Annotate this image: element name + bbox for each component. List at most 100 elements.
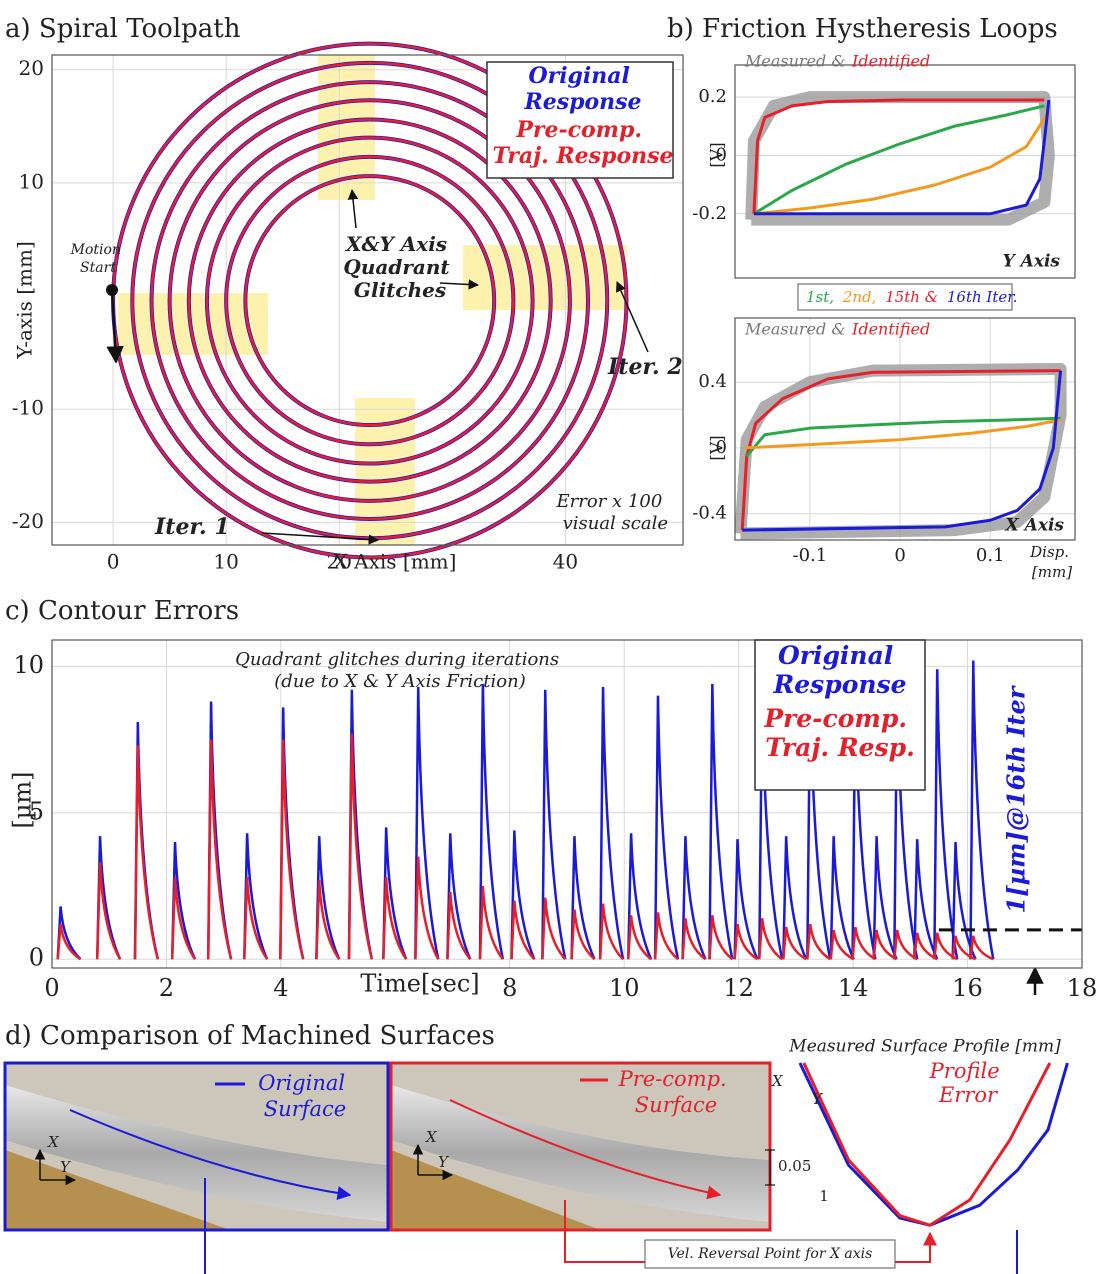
x-tick-label: 2 xyxy=(159,974,174,1002)
annotation: Measured & xyxy=(744,52,846,71)
y-tick-label: 20 xyxy=(19,56,44,80)
legend-entry: Pre-comp. Traj. Response xyxy=(493,117,674,169)
note-box xyxy=(644,1239,896,1269)
y-tick-label: 0 xyxy=(716,144,727,165)
legend-box xyxy=(486,61,674,179)
x-tick-label: 10 xyxy=(213,550,238,574)
annotation: 1[µm]@16th Iter xyxy=(1002,684,1031,913)
error-spike xyxy=(872,929,898,961)
error-spike xyxy=(782,926,807,961)
y-tick-label: 0.4 xyxy=(698,371,727,392)
annotation: X&Y Axis Quadrant Glitches xyxy=(343,232,456,302)
toolpath-ring xyxy=(168,99,572,503)
x-tick-label: 14 xyxy=(838,974,869,1002)
series-line xyxy=(744,418,1061,450)
error-spike xyxy=(170,877,197,960)
error-spike xyxy=(829,836,855,960)
x-tick-label: 4 xyxy=(273,974,288,1002)
y-axis-label: Y-axis [mm] xyxy=(13,241,37,360)
photo-label: Pre-comp. Surface xyxy=(618,1067,734,1117)
x-tick-label: 0 xyxy=(894,545,905,566)
x-tick-label: 40 xyxy=(553,550,578,574)
error-spike xyxy=(758,918,783,961)
series-line xyxy=(753,99,1051,216)
legend-entry: Original Response xyxy=(772,641,906,699)
error-spike xyxy=(626,833,653,960)
y-tick-label: -20 xyxy=(12,509,44,533)
x-axis-label: Time[sec] xyxy=(360,970,479,998)
error-spike xyxy=(170,842,197,960)
error-spike xyxy=(541,897,567,961)
x-tick-label: 0 xyxy=(107,550,120,574)
error-spike xyxy=(733,839,759,960)
error-spike xyxy=(315,880,341,960)
legend-entry: 15th & xyxy=(885,288,938,306)
toolpath-ring xyxy=(224,155,515,446)
error-spike xyxy=(681,836,707,960)
error-spike xyxy=(951,935,977,961)
error-spike xyxy=(243,833,269,960)
toolpath-ring xyxy=(150,80,590,521)
annotation: Identified xyxy=(851,52,930,71)
legend-box xyxy=(754,639,926,791)
error-spike xyxy=(969,660,995,960)
panel-title: c) Contour Errors xyxy=(5,596,239,626)
error-spike xyxy=(708,915,734,961)
y-tick-label: 0 xyxy=(716,437,727,458)
annotation: Profile Error xyxy=(929,1059,1007,1107)
series-line xyxy=(745,416,1061,458)
error-spike xyxy=(478,683,505,960)
photo-precomp xyxy=(389,1061,772,1232)
legend-entry: 1st, xyxy=(806,288,834,306)
panel-title: a) Spiral Toolpath xyxy=(5,14,241,44)
annotation: Y Axis xyxy=(1003,252,1061,272)
error-spike xyxy=(851,926,877,961)
annotation: Y xyxy=(812,1090,824,1108)
y-tick-label: 0 xyxy=(29,944,44,972)
annotation: Error x 100 visual scale xyxy=(556,491,668,534)
legend-entry: Pre-comp. Traj. Resp. xyxy=(763,704,916,762)
y-tick-label: -0.4 xyxy=(692,503,727,524)
plot-frame xyxy=(734,317,1076,541)
annotation-arrows xyxy=(261,188,649,545)
error-spike xyxy=(382,877,408,960)
photo-axes xyxy=(34,1143,454,1186)
error-spike xyxy=(681,918,707,961)
plots: -0.200.2-0.1 0 0.1-0.400.40 2 4 8 10 12 14 16 1805… xyxy=(13,64,1097,1230)
plot-area xyxy=(52,640,1082,968)
start-arrow xyxy=(106,289,124,364)
error-spike xyxy=(510,900,536,961)
x-tick-label: 16 xyxy=(952,974,983,1002)
toolpath-ring xyxy=(244,174,496,427)
y-axis-label: [V] xyxy=(708,435,728,461)
error-spike xyxy=(478,885,504,960)
error-spike xyxy=(279,739,305,960)
error-spike xyxy=(56,923,82,961)
error-spike xyxy=(653,695,680,960)
error-spike xyxy=(626,915,652,961)
profile-title: Measured Surface Profile [mm] xyxy=(788,1037,1061,1057)
series-line xyxy=(734,362,1067,540)
plot: 0 2 4 8 10 12 14 16 18 0 5 10 xyxy=(13,639,1097,1002)
legend-entry: Original Response xyxy=(523,63,641,115)
annotation: Motion Start xyxy=(70,242,126,276)
series-line xyxy=(742,370,1063,532)
plot-area xyxy=(735,318,1075,540)
photo-original xyxy=(3,1061,390,1232)
y-tick-label: 0.2 xyxy=(698,86,727,107)
error-spike xyxy=(382,827,408,960)
error-spike xyxy=(95,862,122,960)
error-spike xyxy=(969,935,994,961)
error-spike xyxy=(733,923,759,961)
plot: -0.2 0 0.2 xyxy=(692,64,1076,279)
axis-glyph: X xyxy=(425,1128,438,1146)
y-tick-label: 10 xyxy=(13,651,44,679)
y-tick-label: 5 xyxy=(29,797,44,825)
annotation: X xyxy=(771,1072,784,1090)
axis-glyph: Y xyxy=(438,1153,450,1171)
axis-glyph: Y xyxy=(60,1158,72,1176)
error-spike xyxy=(829,929,855,961)
x-tick-label: 0.1 xyxy=(976,545,1005,566)
x-tick-label: 12 xyxy=(723,974,754,1002)
